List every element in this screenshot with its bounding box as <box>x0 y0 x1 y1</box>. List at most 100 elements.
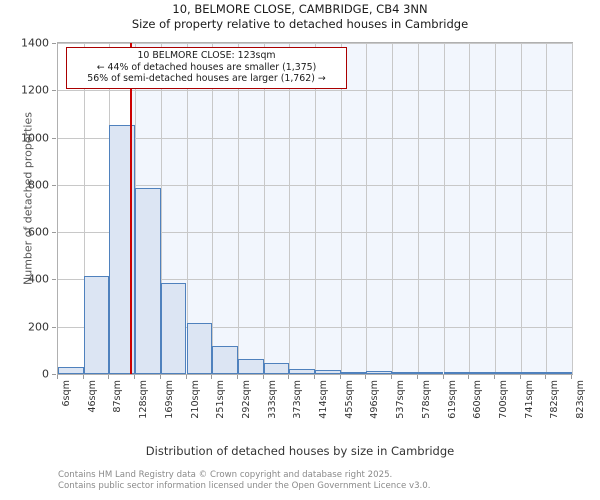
y-axis-ticks: 0 200 400 600 800 1000 1200 1400 <box>0 37 56 381</box>
x-tick-mark <box>365 375 367 379</box>
y-tick-label: 1200 <box>21 83 49 97</box>
x-tick-label: 537sqm <box>395 380 407 419</box>
y-tick-mark <box>52 184 56 186</box>
x-tick-mark <box>468 375 470 379</box>
bar <box>263 363 290 374</box>
y-tick-label: 1000 <box>21 131 49 145</box>
gridline-vertical <box>83 43 85 374</box>
x-tick-mark <box>339 375 341 379</box>
footer-line-2: Contains public sector information licen… <box>58 480 431 491</box>
x-tick-label: 741sqm <box>523 380 535 419</box>
gridline-vertical <box>366 43 368 374</box>
x-tick-label: 373sqm <box>292 380 304 419</box>
bar <box>186 323 213 374</box>
gridline-vertical <box>263 43 265 374</box>
bar <box>392 372 418 374</box>
x-tick-mark <box>159 375 161 379</box>
x-tick-label: 782sqm <box>549 380 561 419</box>
chart-title: 10, BELMORE CLOSE, CAMBRIDGE, CB4 3NN <box>172 2 428 16</box>
y-tick-label: 1400 <box>21 36 49 50</box>
x-tick-label: 496sqm <box>369 380 381 419</box>
x-tick-mark <box>288 375 290 379</box>
bar <box>520 372 547 374</box>
x-tick-label: 333sqm <box>266 380 278 419</box>
y-tick-mark <box>52 90 56 92</box>
bar <box>469 372 495 374</box>
y-tick-mark <box>52 43 56 44</box>
x-tick-mark <box>262 375 264 379</box>
annotation-line-3: 56% of semi-detached houses are larger (… <box>87 73 326 84</box>
y-tick-mark <box>52 279 56 281</box>
chart-title-block: 10, BELMORE CLOSE, CAMBRIDGE, CB4 3NN Si… <box>0 2 600 32</box>
x-tick-mark <box>493 375 495 379</box>
bar <box>315 370 341 374</box>
y-tick-label: 200 <box>28 320 49 334</box>
bar <box>289 368 315 374</box>
x-tick-label: 87sqm <box>112 380 124 413</box>
x-tick-mark <box>211 375 213 379</box>
x-tick-label: 700sqm <box>497 380 509 419</box>
gridline-vertical <box>237 43 239 374</box>
y-tick-mark <box>52 232 56 234</box>
x-tick-label: 660sqm <box>472 380 484 419</box>
x-tick-label: 414sqm <box>318 380 329 419</box>
gridline-vertical <box>572 43 573 374</box>
chart-subtitle: Size of property relative to detached ho… <box>131 17 469 31</box>
y-tick-label: 400 <box>28 272 49 286</box>
gridline-vertical <box>212 43 214 374</box>
x-tick-label: 619sqm <box>446 380 458 419</box>
x-tick-label: 169sqm <box>163 380 175 419</box>
gridline-vertical <box>315 43 316 374</box>
gridline-vertical <box>494 43 496 374</box>
y-tick-mark <box>52 137 56 139</box>
footer-line-1: Contains HM Land Registry data © Crown c… <box>58 470 393 480</box>
bar <box>83 275 110 374</box>
x-tick-mark <box>545 375 547 379</box>
x-tick-label: 251sqm <box>215 380 227 419</box>
gridline-vertical <box>469 43 471 374</box>
x-tick-mark <box>236 375 238 379</box>
x-tick-mark <box>442 375 444 379</box>
plot-area <box>57 42 573 375</box>
x-tick-label: 6sqm <box>61 380 72 407</box>
x-tick-label: 455sqm <box>343 380 355 419</box>
x-tick-mark <box>314 375 315 379</box>
y-tick-label: 600 <box>28 225 49 239</box>
shaded-region <box>131 43 572 374</box>
x-tick-mark <box>391 375 393 379</box>
bar <box>494 372 521 374</box>
y-axis-title: Number of detached properties <box>21 112 35 285</box>
gridline-vertical <box>160 43 162 374</box>
property-annotation-box: 10 BELMORE CLOSE: 123sqm ← 44% of detach… <box>66 47 347 89</box>
x-tick-label: 128sqm <box>138 380 150 419</box>
annotation-line-1: 10 BELMORE CLOSE: 123sqm <box>137 50 276 61</box>
bar <box>212 345 238 374</box>
x-tick-label: 210sqm <box>189 380 201 419</box>
bar <box>340 371 367 374</box>
annotation-line-2: ← 44% of detached houses are smaller (1,… <box>96 61 317 73</box>
x-tick-mark <box>57 375 58 379</box>
y-tick-mark <box>52 374 56 375</box>
gridline-vertical <box>443 43 445 374</box>
bar <box>160 282 187 374</box>
gridline-vertical <box>546 43 548 374</box>
bar <box>417 372 444 374</box>
property-marker-line <box>130 43 133 374</box>
gridline-vertical <box>340 43 342 374</box>
y-tick-label: 800 <box>28 178 49 192</box>
bar <box>546 372 572 374</box>
y-tick-mark <box>52 326 56 328</box>
gridline-vertical <box>417 43 419 374</box>
x-axis-title: Distribution of detached houses by size … <box>145 444 455 458</box>
x-tick-label: 578sqm <box>420 380 432 419</box>
x-tick-label: 292sqm <box>240 380 252 419</box>
x-tick-mark <box>519 375 521 379</box>
x-tick-mark <box>82 375 84 379</box>
y-axis-title-wrap: Number of detached properties <box>0 42 35 375</box>
x-tick-mark <box>134 375 136 379</box>
x-tick-mark <box>416 375 418 379</box>
bar <box>443 372 470 374</box>
gridline-vertical <box>392 43 394 374</box>
gridline-vertical <box>520 43 522 374</box>
bar <box>58 366 84 374</box>
